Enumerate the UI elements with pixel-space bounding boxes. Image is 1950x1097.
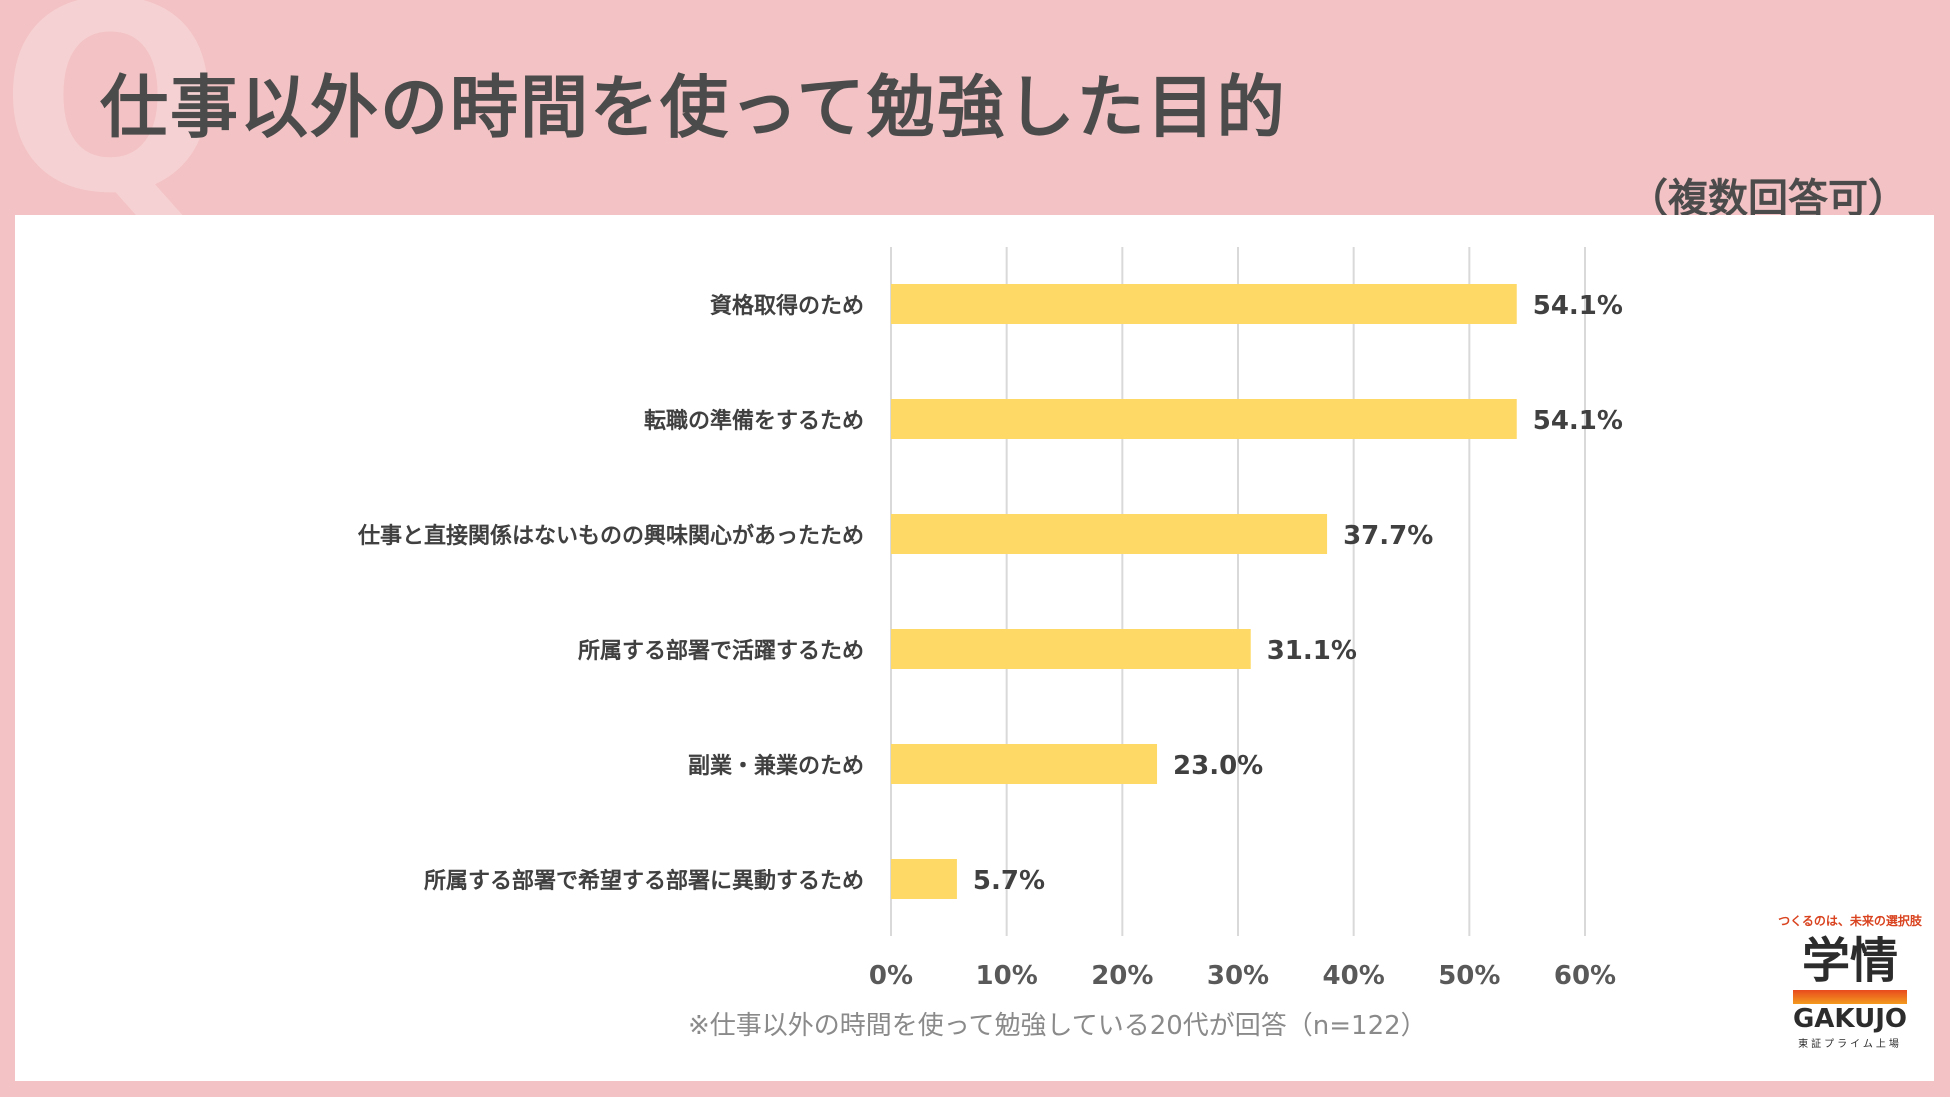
x-tick-label: 20% xyxy=(1091,961,1153,991)
page-subtitle: （複数回答可） xyxy=(1628,176,1908,222)
gakujo-logo: つくるのは、未来の選択肢 学情 GAKUJO 東証プライム上場 xyxy=(1760,912,1940,1050)
x-tick-label: 0% xyxy=(869,961,913,991)
data-label: 37.7% xyxy=(1343,521,1433,551)
bar xyxy=(891,744,1158,784)
category-label: 資格取得のため xyxy=(710,293,864,319)
data-label: 5.7% xyxy=(973,866,1045,896)
data-label: 23.0% xyxy=(1173,751,1263,781)
bar xyxy=(891,514,1328,554)
category-label: 副業・兼業のため xyxy=(688,753,864,779)
bar xyxy=(891,399,1517,439)
footnote: ※仕事以外の時間を使って勉強している20代が回答（n=122） xyxy=(688,1011,1427,1041)
logo-bar xyxy=(1793,989,1907,1004)
category-label: 所属する部署で希望する部署に異動するため xyxy=(424,868,864,894)
page-title: 仕事以外の時間を使って勉強した目的 xyxy=(100,69,1287,148)
x-tick-label: 30% xyxy=(1207,961,1269,991)
category-label: 仕事と直接関係はないものの興味関心があったため xyxy=(357,523,864,549)
bar xyxy=(891,859,957,899)
x-tick-label: 60% xyxy=(1554,961,1616,991)
x-tick-label: 40% xyxy=(1323,961,1385,991)
category-label: 転職の準備をするため xyxy=(644,408,864,434)
data-label: 31.1% xyxy=(1267,636,1357,666)
data-label: 54.1% xyxy=(1533,406,1623,436)
logo-name-en: GAKUJO xyxy=(1792,1003,1908,1034)
category-label: 所属する部署で活躍するため xyxy=(578,638,864,664)
logo-tagline: つくるのは、未来の選択肢 xyxy=(1778,914,1922,928)
q-watermark: Q xyxy=(0,0,222,251)
bar xyxy=(891,284,1517,324)
logo-name-ja: 学情 xyxy=(1801,933,1898,989)
logo-listing: 東証プライム上場 xyxy=(1798,1038,1902,1050)
bar xyxy=(891,629,1251,669)
x-tick-label: 50% xyxy=(1438,961,1500,991)
data-label: 54.1% xyxy=(1533,291,1623,321)
x-tick-label: 10% xyxy=(976,961,1038,991)
